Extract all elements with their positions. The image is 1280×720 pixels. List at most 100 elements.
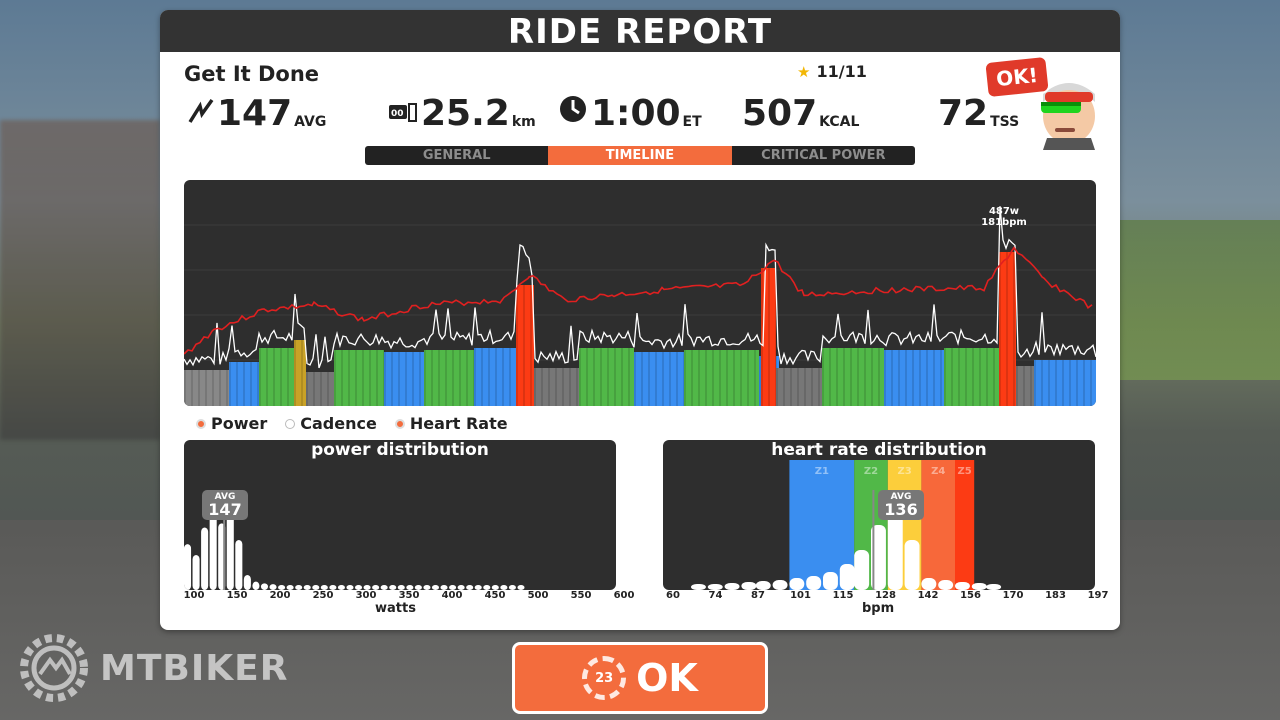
distribution-bar (921, 578, 937, 590)
legend-power[interactable]: Power (196, 414, 267, 433)
avatar: OK! (983, 54, 1103, 150)
distribution-bar (184, 544, 192, 590)
power-zone-stripe (600, 348, 602, 406)
power-zone-segment (424, 350, 474, 406)
power-zone-segment (334, 350, 384, 406)
power-zone-segment (1034, 360, 1096, 406)
power-zone-stripe (944, 348, 946, 406)
power-zone-stripe (1030, 366, 1032, 406)
power-zone-stripe (438, 350, 440, 406)
axis-tick-label: 60 (666, 590, 680, 601)
power-zone-stripe (1006, 252, 1008, 406)
power-zone-stripe (229, 362, 231, 406)
power-zone-stripe (740, 350, 742, 406)
hr-axis-title: bpm (862, 601, 895, 616)
timeline-peak-label: 487w 181bpm (974, 206, 1034, 228)
power-zone-stripe (733, 350, 735, 406)
distribution-bar (755, 581, 771, 590)
power-zone-stripe (926, 350, 928, 406)
power-zone-segment (579, 348, 634, 406)
axis-tick-label: 142 (917, 590, 939, 601)
axis-tick-label: 500 (527, 590, 549, 601)
axis-tick-label: 550 (570, 590, 592, 601)
stat-distance-unit: km (511, 114, 536, 130)
power-distribution-title: power distribution (311, 440, 489, 460)
countdown-ring-icon: 23 (582, 656, 627, 700)
ok-button[interactable]: 23 OK (512, 642, 768, 714)
distribution-bar (372, 585, 380, 590)
power-zone-stripe (747, 350, 749, 406)
power-zone-stripe (301, 340, 303, 406)
power-axis-ticks: 100 150 200 250 300 350 400 450 500 550 600 (184, 590, 635, 604)
power-zone-stripe (698, 350, 700, 406)
distribution-bar (320, 585, 328, 590)
power-zone-stripe (523, 285, 525, 406)
distribution-bar (389, 585, 397, 590)
power-zone-stripe (509, 348, 511, 406)
power-zone-stripe (761, 268, 763, 406)
hr-zone-label: Z4 (931, 466, 945, 477)
distribution-bar (707, 584, 723, 590)
watermark-text: MTBIKER (100, 647, 289, 689)
power-zone-segment (259, 348, 294, 406)
power-zone-segment (229, 362, 259, 406)
power-zone-stripe (972, 348, 974, 406)
distribution-bar (278, 585, 286, 590)
power-zone-stripe (719, 350, 721, 406)
axis-tick-label: 156 (960, 590, 981, 601)
legend-cadence[interactable]: Cadence (285, 414, 377, 433)
tab-timeline[interactable]: TIMELINE (548, 146, 732, 165)
distribution-bar (491, 585, 499, 590)
power-zone-stripe (940, 350, 942, 406)
axis-tick-label: 170 (1002, 590, 1024, 601)
axis-tick-label: 128 (875, 590, 896, 601)
tab-critical-power[interactable]: CRITICAL POWER (761, 148, 886, 163)
power-zone-stripe (891, 350, 893, 406)
power-zone-stripe (759, 356, 761, 406)
ok-badge: OK! (983, 54, 1051, 100)
distribution-bar (854, 550, 870, 590)
power-zone-stripe (850, 348, 852, 406)
power-zone-stripe (250, 362, 252, 406)
axis-tick-label: 450 (484, 590, 506, 601)
power-zone-stripe (481, 348, 483, 406)
distribution-bar (483, 585, 491, 590)
power-zone-stripe (273, 348, 275, 406)
power-zone-stripe (1034, 360, 1036, 406)
power-zone-stripe (822, 348, 824, 406)
power-zone-stripe (306, 372, 308, 406)
power-zone-stripe (445, 350, 447, 406)
power-zone-stripe (979, 348, 981, 406)
power-zone-stripe (555, 368, 557, 406)
distribution-bar (772, 580, 788, 590)
power-zone-stripe (607, 348, 609, 406)
axis-tick-label: 183 (1045, 590, 1066, 601)
svg-text:00: 00 (391, 109, 404, 119)
power-zone-stripe (569, 368, 571, 406)
stat-time-value: 1:00 (591, 93, 681, 134)
axis-tick-label: 197 (1087, 590, 1109, 601)
distribution-bar (691, 584, 706, 590)
legend-heart-rate-label: Heart Rate (409, 414, 508, 433)
legend-heart-rate[interactable]: Heart Rate (394, 414, 508, 433)
power-zone-stripe (1090, 360, 1092, 406)
stat-time-unit: ET (682, 114, 702, 130)
hr-avg-value: 136 (884, 500, 918, 519)
ok-badge-text: OK! (995, 62, 1039, 92)
distribution-bar (955, 582, 970, 590)
axis-tick-label: 87 (751, 590, 765, 601)
star-count-value: 11/11 (816, 62, 867, 81)
distribution-bar (235, 540, 243, 590)
power-zone-stripe (534, 368, 536, 406)
distribution-bar (380, 585, 388, 590)
power-avg-tag: AVG 147 (202, 490, 248, 520)
power-zone-stripe (313, 372, 315, 406)
distribution-bar (312, 585, 320, 590)
stat-calories-value: 507 (742, 93, 818, 134)
power-zone-stripe (951, 348, 953, 406)
power-zone-stripe (1069, 360, 1071, 406)
tab-general[interactable]: GENERAL (422, 148, 491, 163)
power-zone-stripe (405, 352, 407, 406)
power-zone-stripe (1041, 360, 1043, 406)
power-zone-stripe (576, 368, 578, 406)
